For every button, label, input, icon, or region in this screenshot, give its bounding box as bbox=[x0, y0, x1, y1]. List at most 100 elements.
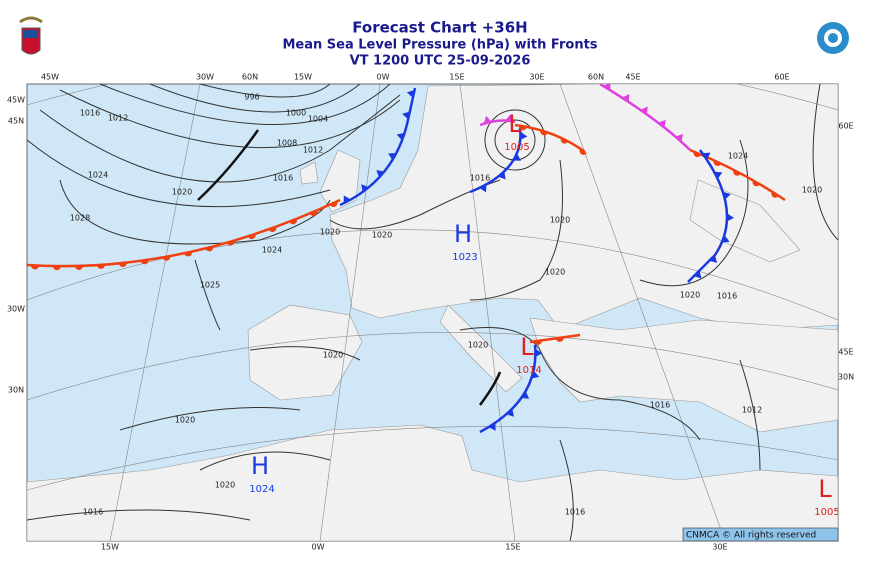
coordinate-label: 0W bbox=[377, 73, 390, 82]
front-symbol bbox=[343, 195, 351, 204]
coordinate-label: 60E bbox=[774, 73, 789, 82]
isobar-label: 1024 bbox=[728, 152, 748, 161]
front-symbol bbox=[205, 246, 214, 252]
pressure-value: 1005 bbox=[814, 507, 839, 518]
isobar-label: 1020 bbox=[215, 481, 235, 490]
trough bbox=[478, 371, 502, 406]
front-symbol bbox=[622, 94, 630, 103]
front-symbol bbox=[162, 256, 171, 261]
warm-front bbox=[27, 198, 341, 268]
coordinate-label: 45W bbox=[41, 73, 59, 82]
front-symbol bbox=[483, 115, 492, 124]
isobar-label: 1020 bbox=[802, 186, 822, 195]
isobar-label: 1020 bbox=[372, 231, 392, 240]
front-symbol bbox=[247, 233, 256, 240]
pressure-symbol: H bbox=[251, 452, 269, 480]
land bbox=[247, 304, 363, 401]
front-symbol bbox=[289, 218, 298, 225]
credit-box bbox=[682, 527, 839, 542]
fronts bbox=[27, 84, 786, 434]
isobar-label: 1012 bbox=[108, 114, 128, 123]
isobar-label: 1020 bbox=[320, 228, 340, 237]
front-symbol bbox=[771, 191, 779, 198]
front-symbol bbox=[329, 201, 338, 208]
isobar-label: 1012 bbox=[303, 146, 323, 155]
valid-time: VT 1200 UTC 25-09-2026 bbox=[350, 54, 531, 69]
coordinate-label: 60N bbox=[242, 73, 258, 82]
isobar-label: 1004 bbox=[308, 115, 328, 124]
isobar-label: 1020 bbox=[550, 216, 570, 225]
cold-front bbox=[339, 87, 417, 207]
front-symbol bbox=[96, 264, 105, 269]
coordinate-label: 15W bbox=[294, 73, 312, 82]
front-symbol bbox=[723, 191, 731, 200]
coordinate-label: 15E bbox=[449, 73, 464, 82]
isobar-label: 1016 bbox=[470, 174, 490, 183]
coordinate-label: 30N bbox=[8, 386, 24, 395]
subtitle: Mean Sea Level Pressure (hPa) with Front… bbox=[282, 38, 597, 53]
front-symbol bbox=[702, 152, 711, 160]
front-symbol bbox=[531, 370, 540, 379]
coordinate-label: 60N bbox=[588, 73, 604, 82]
coordinate-label: 15E bbox=[505, 543, 520, 552]
front-symbol bbox=[74, 265, 83, 270]
pressure-value: 1005 bbox=[504, 142, 529, 153]
isobar-label: 1012 bbox=[742, 406, 762, 415]
front-symbol bbox=[184, 251, 192, 257]
isobar-label: 1020 bbox=[468, 341, 488, 350]
front-symbol bbox=[726, 213, 734, 222]
coordinate-label: 45E bbox=[625, 73, 640, 82]
pressure-symbol: L bbox=[508, 110, 522, 138]
front-symbol bbox=[658, 119, 666, 128]
pressure-value: 1024 bbox=[249, 484, 274, 495]
isobar-label: 1016 bbox=[717, 292, 737, 301]
front-symbol bbox=[488, 422, 496, 431]
coordinate-label: 60E bbox=[838, 122, 853, 131]
front-symbol bbox=[513, 153, 522, 161]
isobar-label: 1016 bbox=[565, 508, 585, 517]
left-logo bbox=[19, 16, 43, 55]
trough bbox=[197, 129, 260, 201]
isobar-label: 1016 bbox=[273, 174, 293, 183]
pressure-value: 1023 bbox=[452, 252, 477, 263]
isobar-label: 1016 bbox=[83, 508, 103, 517]
front-symbol bbox=[560, 137, 569, 144]
front-symbol bbox=[555, 337, 564, 342]
front-symbol bbox=[540, 130, 549, 136]
front-symbol bbox=[479, 184, 487, 193]
coordinate-label: 30E bbox=[529, 73, 544, 82]
front-symbol bbox=[752, 180, 760, 187]
isobar-label: 1024 bbox=[262, 246, 282, 255]
front-symbol bbox=[498, 171, 506, 180]
isobar-label: 1020 bbox=[545, 268, 565, 277]
isobar-label: 1008 bbox=[277, 139, 297, 148]
coordinate-label: 30E bbox=[712, 543, 727, 552]
isobar-label: 1020 bbox=[323, 351, 343, 360]
isobar-label: 1025 bbox=[200, 281, 220, 290]
credit: CNMCA © All rights reserved bbox=[686, 531, 816, 541]
front-symbol bbox=[30, 265, 39, 270]
front-symbol bbox=[521, 391, 530, 399]
coordinate-label: 45E bbox=[838, 348, 853, 357]
right-logo bbox=[817, 22, 849, 54]
front-symbol bbox=[505, 114, 514, 122]
isobar-label: 1016 bbox=[80, 109, 100, 118]
front-symbol bbox=[675, 133, 684, 142]
front-symbol bbox=[361, 184, 369, 193]
land bbox=[689, 179, 801, 263]
isobar-label: 1016 bbox=[650, 401, 670, 410]
front-symbol bbox=[506, 408, 514, 417]
coordinate-label: 30W bbox=[7, 305, 25, 314]
pressure-symbol: L bbox=[818, 475, 832, 503]
front-symbol bbox=[693, 270, 702, 279]
front-symbol bbox=[733, 169, 741, 176]
title: Forecast Chart +36H bbox=[352, 19, 527, 37]
front-symbol bbox=[721, 235, 730, 243]
front-symbol bbox=[714, 171, 723, 179]
front-symbol bbox=[226, 240, 235, 246]
front-symbol bbox=[640, 106, 648, 115]
isobar-label: 996 bbox=[244, 93, 259, 102]
coordinate-label: 45W bbox=[7, 96, 25, 105]
